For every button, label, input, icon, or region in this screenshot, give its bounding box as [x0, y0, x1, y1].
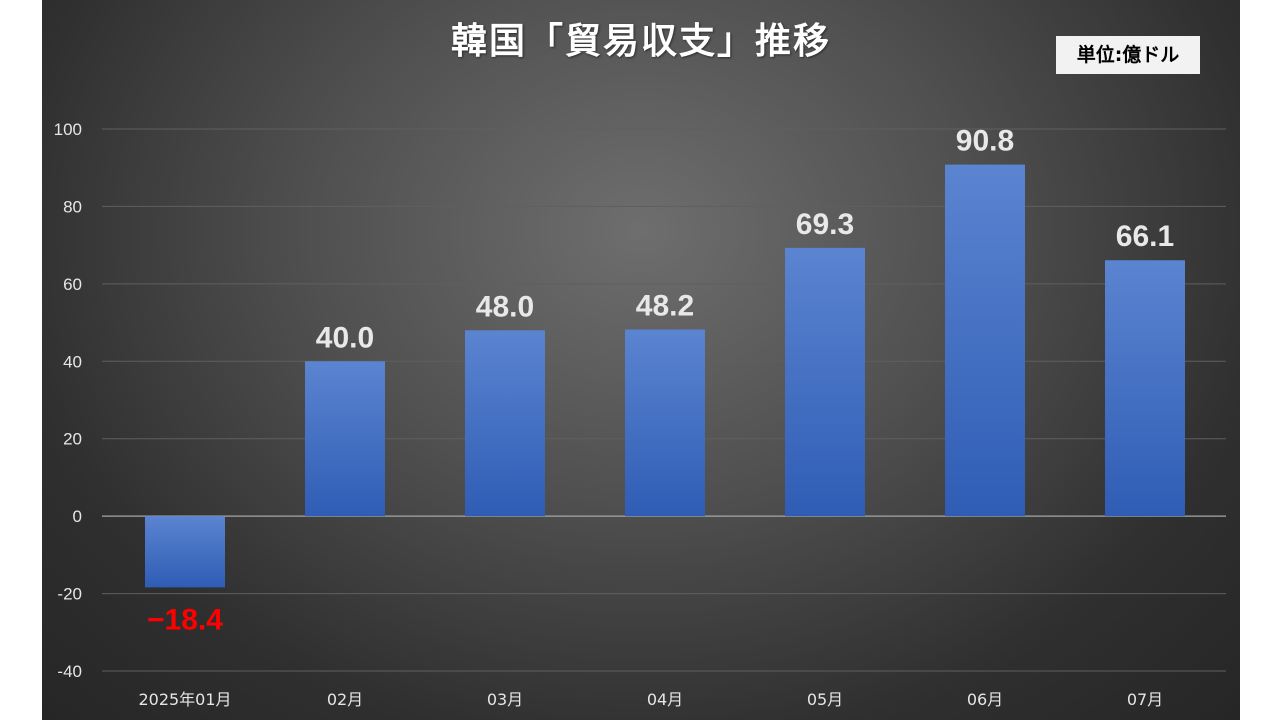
- y-tick-label: 80: [63, 197, 82, 216]
- chart-slide: 韓国「貿易収支」推移 単位:億ドル 100 80 60 40 20 0 -20 -40 202…: [42, 0, 1240, 720]
- bar: [1105, 260, 1185, 517]
- data-label: 48.0: [476, 290, 534, 323]
- x-tick-label: 05月: [807, 690, 843, 709]
- bar: [625, 329, 705, 517]
- bar: [785, 247, 865, 517]
- y-tick-label: 60: [63, 275, 82, 294]
- chart-title: 韓国「貿易収支」推移: [450, 21, 831, 62]
- x-axis: 2025年01月 02月 03月 04月 05月 06月 07月: [138, 690, 1163, 709]
- data-label: 40.0: [316, 321, 374, 354]
- x-tick-label: 2025年01月: [138, 690, 231, 709]
- data-label: 66.1: [1116, 220, 1174, 253]
- y-tick-label: -40: [57, 662, 82, 681]
- y-tick-label: 40: [63, 352, 82, 371]
- data-label: 90.8: [956, 125, 1014, 158]
- y-tick-label: 100: [54, 120, 82, 139]
- y-axis: 100 80 60 40 20 0 -20 -40: [54, 120, 82, 681]
- x-tick-label: 07月: [1127, 690, 1163, 709]
- bar: [145, 516, 225, 588]
- x-tick-label: 04月: [647, 690, 683, 709]
- bar: [465, 330, 545, 517]
- x-tick-label: 03月: [487, 690, 523, 709]
- data-labels: −18.4 40.0 48.0 48.2 69.3 90.8 66.1: [147, 125, 1174, 637]
- bar-chart: 100 80 60 40 20 0 -20 -40 2025年01月 02月 03月 04月 05月 0…: [54, 120, 1226, 709]
- bar: [945, 164, 1025, 517]
- x-tick-label: 06月: [967, 690, 1003, 709]
- data-label: −18.4: [147, 603, 223, 636]
- unit-label: 単位:億ドル: [1056, 36, 1200, 74]
- y-tick-label: 20: [63, 430, 82, 449]
- bar: [305, 361, 385, 517]
- bars: [145, 164, 1185, 588]
- data-label: 48.2: [636, 290, 694, 323]
- y-tick-label: -20: [57, 585, 82, 604]
- y-tick-label: 0: [73, 507, 82, 526]
- data-label: 69.3: [796, 208, 854, 241]
- x-tick-label: 02月: [327, 690, 363, 709]
